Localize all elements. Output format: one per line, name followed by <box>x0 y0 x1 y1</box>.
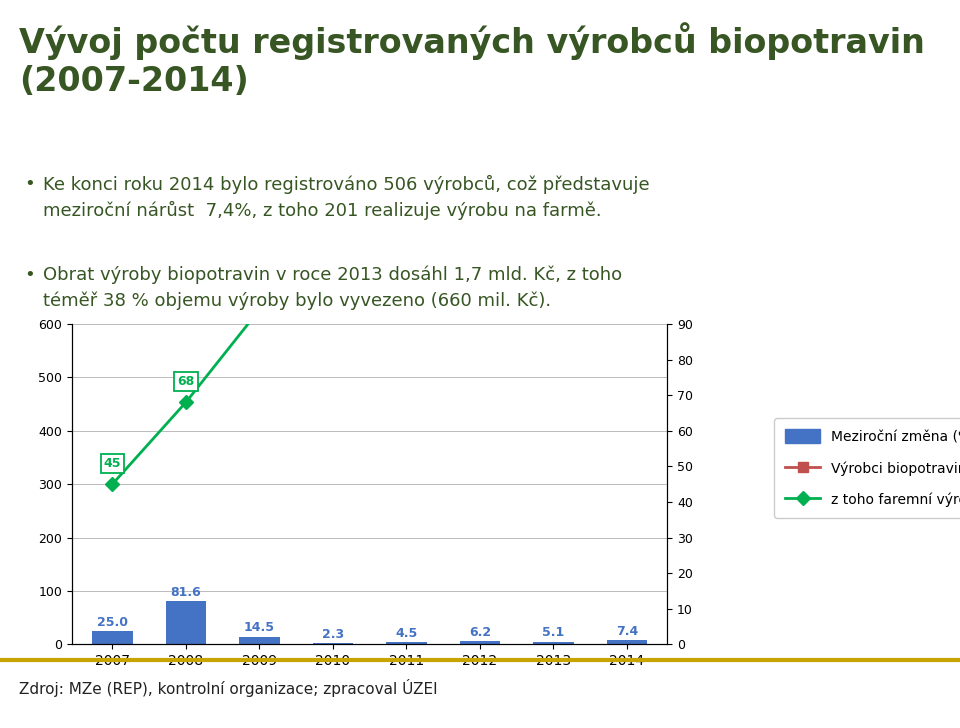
Text: 422: 422 <box>0 727 1 728</box>
Text: 404: 404 <box>0 727 1 728</box>
Text: 81.6: 81.6 <box>171 585 202 598</box>
Text: 5.1: 5.1 <box>542 626 564 639</box>
Text: 121: 121 <box>0 727 1 728</box>
Text: 448: 448 <box>0 727 1 728</box>
Text: 14.5: 14.5 <box>244 622 275 634</box>
Text: 201: 201 <box>0 727 1 728</box>
Legend: Meziroční změna (%), Výrobci biopotravin, z toho faremní výrobci: Meziroční změna (%), Výrobci biopotravin… <box>775 418 960 518</box>
Bar <box>92 631 132 644</box>
Text: 45: 45 <box>104 457 121 470</box>
Text: 4.5: 4.5 <box>396 627 418 640</box>
Text: 185: 185 <box>0 727 1 728</box>
Bar <box>533 641 573 644</box>
Text: 136: 136 <box>0 727 1 728</box>
Text: 162: 162 <box>0 727 1 728</box>
Text: Zdroj: MZe (REP), kontrolní organizace; zpracoval ÚZEI: Zdroj: MZe (REP), kontrolní organizace; … <box>19 679 438 697</box>
Bar <box>313 643 353 644</box>
Bar <box>460 641 500 644</box>
Text: 345: 345 <box>0 727 1 728</box>
Bar <box>607 641 647 644</box>
Text: 7.4: 7.4 <box>615 625 637 638</box>
Text: 395: 395 <box>0 727 1 728</box>
Text: 6.2: 6.2 <box>468 626 491 639</box>
Text: Ke konci roku 2014 bylo registrováno 506 výrobců, což představuje
meziroční nárů: Ke konci roku 2014 bylo registrováno 506… <box>43 175 650 221</box>
Text: •: • <box>24 175 35 193</box>
Text: 190: 190 <box>0 727 1 728</box>
Text: 68: 68 <box>178 375 195 388</box>
Text: Vývoj počtu registrovaných výrobců biopotravin
(2007-2014): Vývoj počtu registrovaných výrobců biopo… <box>19 22 925 98</box>
Text: Obrat výroby biopotravin v roce 2013 dosáhl 1,7 mld. Kč, z toho
téměř 38 % objem: Obrat výroby biopotravin v roce 2013 dos… <box>43 266 622 310</box>
Text: 2.3: 2.3 <box>322 628 344 641</box>
Text: 25.0: 25.0 <box>97 616 128 629</box>
Text: •: • <box>24 266 35 284</box>
Bar <box>386 642 426 644</box>
Text: 94: 94 <box>0 727 1 728</box>
Text: 506: 506 <box>0 727 1 728</box>
Text: 471: 471 <box>0 727 1 728</box>
Bar <box>166 601 206 644</box>
Bar <box>239 636 279 644</box>
